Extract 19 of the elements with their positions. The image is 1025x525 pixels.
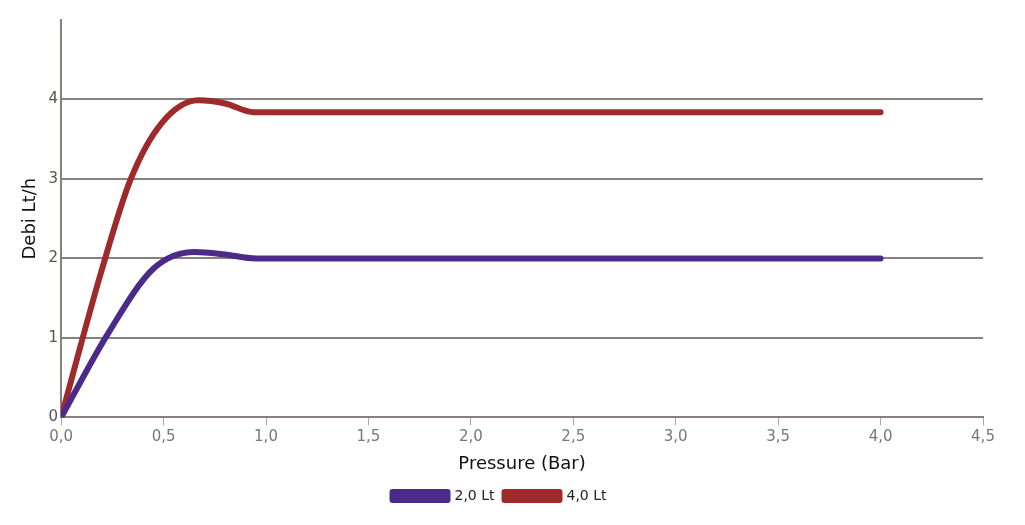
legend-label: 2,0 Lt — [454, 486, 496, 503]
y-tick-label: 2 — [48, 248, 59, 267]
x-axis-title: Pressure (Bar) — [458, 451, 586, 473]
y-axis-title: Debi Lt/h — [18, 177, 40, 260]
y-tick-label: 3 — [48, 168, 59, 187]
x-tick-label: 1,5 — [356, 427, 381, 446]
y-tick-label: 0 — [48, 407, 59, 426]
x-tick-label: 3,0 — [663, 427, 688, 446]
x-tick-label: 1,0 — [254, 427, 278, 446]
x-tick-label: 3,5 — [766, 427, 791, 446]
legend-label: 4,0 Lt — [566, 486, 608, 503]
x-tick-label: 2,0 — [458, 427, 483, 446]
x-tick-label: 4,5 — [971, 427, 995, 446]
y-tick-label: 4 — [48, 89, 59, 108]
x-tick-label: 2,5 — [561, 427, 586, 446]
x-tick-label: 4,0 — [868, 427, 893, 446]
y-tick-label: 1 — [48, 327, 59, 346]
x-tick-label: 0,0 — [49, 427, 74, 446]
x-tick-label: 0,5 — [151, 427, 176, 446]
